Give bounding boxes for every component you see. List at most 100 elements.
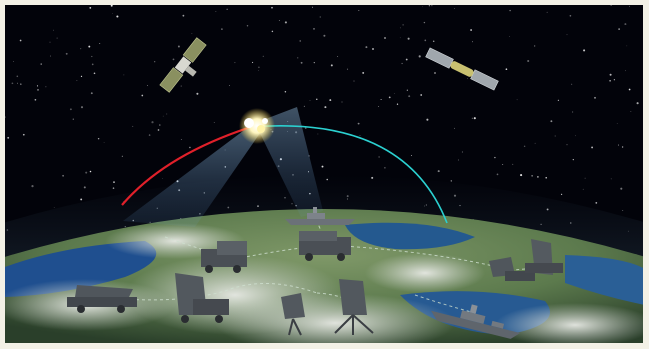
star <box>341 101 343 103</box>
star <box>428 5 431 7</box>
star <box>437 170 440 173</box>
star <box>99 42 101 45</box>
star <box>146 85 148 86</box>
star <box>69 108 72 111</box>
star <box>384 167 386 169</box>
star <box>406 89 408 91</box>
star <box>177 45 180 48</box>
star <box>132 125 134 127</box>
launcher-truck-icon <box>489 257 535 281</box>
star <box>246 25 249 27</box>
star <box>80 48 82 50</box>
star <box>36 85 39 87</box>
star <box>622 210 624 211</box>
star <box>16 75 19 78</box>
star <box>189 146 191 149</box>
star <box>410 155 412 157</box>
satellite-icon <box>425 47 499 91</box>
star <box>523 145 526 148</box>
star <box>7 136 10 139</box>
star <box>594 96 596 99</box>
star <box>20 83 22 85</box>
star <box>313 61 315 64</box>
star <box>80 198 83 201</box>
star <box>262 55 264 57</box>
star <box>372 48 374 50</box>
star <box>162 115 164 117</box>
star <box>72 118 74 120</box>
star <box>405 58 408 61</box>
star <box>378 106 380 107</box>
star <box>629 5 630 7</box>
star <box>566 144 568 146</box>
star <box>399 37 401 39</box>
star <box>172 58 175 61</box>
star <box>304 127 307 130</box>
star <box>337 56 339 57</box>
star <box>215 10 217 12</box>
star <box>353 80 355 82</box>
star <box>625 70 626 72</box>
star <box>271 6 273 9</box>
star <box>534 142 536 144</box>
star <box>554 135 556 137</box>
star <box>88 45 91 48</box>
star <box>157 129 160 131</box>
star <box>97 137 100 140</box>
star <box>53 29 55 31</box>
star <box>80 75 83 78</box>
star <box>362 71 365 74</box>
star <box>40 63 42 65</box>
star <box>299 40 301 42</box>
star <box>329 99 332 102</box>
launcher-truck-icon <box>67 285 137 313</box>
star <box>234 62 236 64</box>
star <box>284 91 287 93</box>
star <box>509 9 511 12</box>
star <box>34 98 37 101</box>
star <box>162 178 163 179</box>
star <box>388 96 391 99</box>
star <box>595 202 598 204</box>
star <box>300 61 303 64</box>
star <box>512 163 514 165</box>
star <box>424 39 427 42</box>
star <box>496 173 499 176</box>
missile-defense-scene <box>5 5 643 343</box>
star <box>434 72 436 74</box>
star <box>423 21 426 24</box>
star <box>330 64 333 67</box>
star <box>221 28 223 30</box>
star <box>196 92 199 95</box>
star <box>378 156 380 158</box>
star <box>154 61 156 63</box>
star <box>408 95 411 98</box>
star <box>537 176 539 178</box>
star <box>365 46 368 49</box>
star <box>566 34 568 36</box>
star <box>103 142 105 143</box>
interceptor-flash-icon <box>239 108 275 144</box>
satellite-icon <box>159 37 207 93</box>
star <box>191 33 193 34</box>
star <box>148 134 151 136</box>
star <box>520 174 523 177</box>
star <box>346 68 349 70</box>
star <box>258 70 259 71</box>
star <box>546 11 548 13</box>
radar-truck-icon <box>299 231 351 261</box>
star <box>5 116 6 118</box>
star <box>473 117 476 120</box>
star <box>571 83 573 85</box>
star <box>37 89 39 91</box>
star <box>628 88 631 91</box>
star <box>271 30 274 33</box>
star <box>93 72 96 75</box>
star <box>531 175 533 177</box>
star <box>76 80 78 81</box>
star <box>213 122 215 123</box>
star <box>527 59 530 63</box>
star <box>13 61 15 62</box>
star <box>502 163 504 165</box>
star <box>166 113 168 115</box>
